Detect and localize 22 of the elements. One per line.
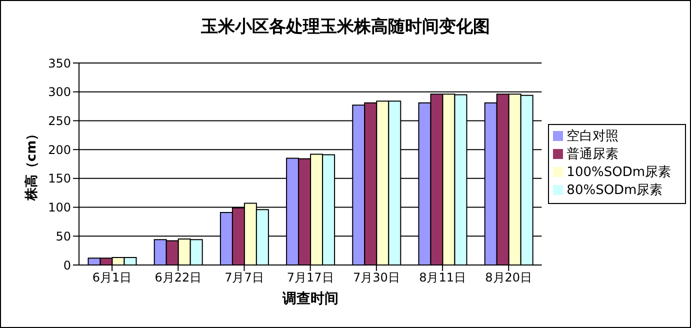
x-tick-label: 6月22日 [154,270,202,285]
y-tick-label: 50 [56,229,71,244]
x-tick-label: 7月7日 [224,270,264,285]
y-tick-label: 300 [48,85,71,100]
x-tick-label: 6月1日 [92,270,132,285]
y-tick-label: 200 [48,142,71,157]
x-tick-label: 7月30日 [352,270,400,285]
x-axis-title: 调查时间 [281,291,338,307]
x-tick-label: 8月20日 [485,270,532,285]
y-tick-label: 100 [48,200,71,215]
x-tick-label: 7月17日 [286,270,334,285]
x-tick-label: 8月11日 [419,270,466,285]
y-axis-title: 株高（cm） [24,127,40,202]
y-tick-label: 0 [63,258,71,272]
legend-label: 80%SODm尿素 [566,183,663,198]
chart-title: 玉米小区各处理玉米株高随时间变化图 [200,16,491,38]
legend-label: 普通尿素 [566,147,619,162]
legend-label: 100%SODm尿素 [566,165,671,180]
y-tick-label: 350 [48,56,71,70]
y-tick-label: 250 [48,114,71,128]
y-tick-label: 150 [48,172,71,186]
legend-label: 空白对照 [566,129,619,144]
